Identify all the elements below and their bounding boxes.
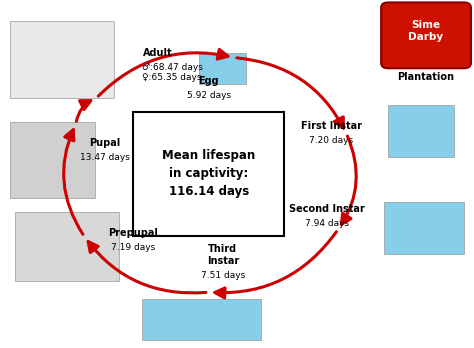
Bar bbox=[388, 105, 455, 157]
Text: 7.51 days: 7.51 days bbox=[201, 271, 245, 280]
FancyBboxPatch shape bbox=[381, 2, 471, 68]
FancyArrowPatch shape bbox=[341, 136, 356, 224]
FancyArrowPatch shape bbox=[99, 49, 228, 96]
Text: Prepupal: Prepupal bbox=[108, 228, 158, 238]
Text: Pupal: Pupal bbox=[89, 138, 120, 148]
Bar bbox=[199, 53, 246, 84]
Text: Sime
Darby: Sime Darby bbox=[409, 20, 444, 42]
Bar bbox=[10, 122, 95, 198]
Text: Adult: Adult bbox=[143, 48, 172, 58]
Bar bbox=[383, 202, 464, 254]
Text: 13.47 days: 13.47 days bbox=[80, 153, 129, 162]
Text: Plantation: Plantation bbox=[398, 72, 455, 82]
Text: 7.94 days: 7.94 days bbox=[305, 219, 349, 228]
FancyArrowPatch shape bbox=[64, 130, 83, 234]
FancyArrowPatch shape bbox=[237, 58, 344, 128]
Bar bbox=[10, 22, 114, 98]
FancyArrowPatch shape bbox=[215, 232, 337, 298]
Text: Third
Instar: Third Instar bbox=[207, 244, 239, 266]
Text: 5.92 days: 5.92 days bbox=[187, 91, 231, 100]
Text: Mean lifespan
in captivity:
116.14 days: Mean lifespan in captivity: 116.14 days bbox=[162, 150, 255, 198]
Text: 7.19 days: 7.19 days bbox=[111, 243, 155, 252]
Text: Egg: Egg bbox=[198, 76, 219, 86]
Text: First Instar: First Instar bbox=[301, 121, 362, 130]
FancyBboxPatch shape bbox=[133, 112, 284, 236]
Text: ♂:68.47 days
♀:65.35 days: ♂:68.47 days ♀:65.35 days bbox=[143, 63, 203, 82]
Text: Second Instar: Second Instar bbox=[289, 204, 365, 214]
FancyArrowPatch shape bbox=[76, 101, 91, 121]
Bar bbox=[143, 299, 261, 340]
Bar bbox=[15, 212, 119, 282]
FancyArrowPatch shape bbox=[88, 242, 206, 293]
Text: 7.20 days: 7.20 days bbox=[310, 136, 354, 145]
